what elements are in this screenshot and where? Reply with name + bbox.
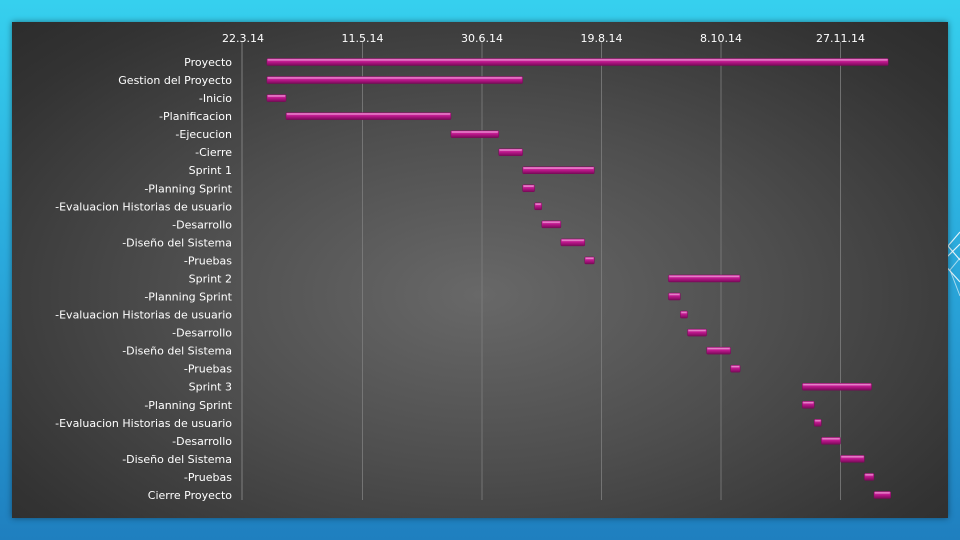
gantt-chart: 22.3.14 11.5.14 30.6.14 19.8.14 8.10.14 27.11… bbox=[55, 32, 891, 502]
task-bar-highlight bbox=[523, 185, 534, 187]
task-label: Sprint 2 bbox=[189, 272, 232, 285]
task-labels: Proyecto Gestion del Proyecto -Inicio -Plan… bbox=[55, 56, 233, 502]
x-tick-label: 30.6.14 bbox=[461, 32, 503, 45]
task-bar-highlight bbox=[874, 492, 890, 494]
task-bar-highlight bbox=[822, 438, 840, 440]
task-bar bbox=[802, 382, 872, 391]
task-bar bbox=[560, 238, 586, 247]
task-label: -Ejecucion bbox=[175, 128, 232, 141]
task-bar-highlight bbox=[669, 275, 740, 278]
task-bar-highlight bbox=[267, 59, 888, 61]
task-bar bbox=[813, 419, 822, 427]
task-label: -Planning Sprint bbox=[144, 291, 232, 304]
task-bar bbox=[522, 166, 595, 174]
task-label: -Diseño del Sistema bbox=[122, 345, 232, 358]
task-label: -Planificacion bbox=[159, 110, 232, 123]
task-label: -Diseño del Sistema bbox=[122, 453, 232, 466]
task-bar bbox=[680, 310, 688, 319]
task-bar bbox=[584, 256, 595, 265]
task-label: -Diseño del Sistema bbox=[122, 236, 232, 249]
task-label: -Desarrollo bbox=[172, 327, 232, 340]
task-bar bbox=[541, 220, 562, 229]
task-bar bbox=[498, 148, 523, 156]
x-tick-label: 8.10.14 bbox=[700, 32, 742, 45]
task-bar bbox=[864, 473, 875, 481]
task-label: -Planning Sprint bbox=[144, 182, 232, 195]
task-label: Sprint 1 bbox=[189, 164, 232, 177]
task-label: Gestion del Proyecto bbox=[118, 74, 232, 87]
task-bar-highlight bbox=[542, 221, 560, 224]
task-bar-highlight bbox=[451, 131, 498, 133]
task-bar-highlight bbox=[287, 113, 450, 115]
task-bar bbox=[266, 94, 287, 102]
task-bar-highlight bbox=[561, 239, 584, 242]
task-label: -Cierre bbox=[195, 146, 232, 159]
task-label: -Planning Sprint bbox=[144, 399, 232, 412]
task-bar bbox=[730, 364, 741, 373]
task-bar-highlight bbox=[841, 456, 864, 458]
task-bar bbox=[873, 491, 891, 499]
task-bar bbox=[802, 401, 815, 409]
x-tick-label: 27.11.14 bbox=[816, 32, 865, 45]
task-bar-highlight bbox=[585, 257, 594, 260]
task-label: -Desarrollo bbox=[172, 435, 232, 448]
task-bar-highlight bbox=[865, 474, 873, 476]
task-label: -Evaluacion Historias de usuario bbox=[55, 417, 232, 430]
task-bar-highlight bbox=[535, 203, 541, 206]
task-bar bbox=[266, 76, 523, 84]
task-label: -Pruebas bbox=[184, 471, 232, 484]
task-bar bbox=[534, 202, 543, 211]
task-label: Sprint 3 bbox=[189, 381, 232, 394]
task-label: -Pruebas bbox=[184, 254, 232, 267]
task-bar-highlight bbox=[267, 77, 522, 79]
task-bar bbox=[687, 328, 707, 337]
x-tick-label: 22.3.14 bbox=[222, 32, 264, 45]
task-bar bbox=[840, 455, 865, 463]
task-bar bbox=[266, 58, 889, 66]
task-label: -Desarrollo bbox=[172, 218, 232, 231]
task-label: -Evaluacion Historias de usuario bbox=[55, 200, 232, 213]
task-label: Cierre Proyecto bbox=[148, 489, 232, 502]
gridlines bbox=[241, 42, 841, 500]
task-bar bbox=[706, 346, 731, 355]
task-bar-highlight bbox=[815, 420, 821, 422]
task-bar bbox=[450, 130, 499, 138]
x-tick-label: 11.5.14 bbox=[342, 32, 384, 45]
chart-area: 22.3.14 11.5.14 30.6.14 19.8.14 8.10.14 27.11… bbox=[12, 22, 948, 518]
task-bar-highlight bbox=[681, 311, 687, 314]
task-bar-highlight bbox=[267, 95, 286, 97]
task-bar bbox=[285, 112, 452, 120]
task-bar-highlight bbox=[523, 167, 594, 169]
task-label: Proyecto bbox=[184, 56, 232, 69]
task-label: -Evaluacion Historias de usuario bbox=[55, 309, 232, 322]
task-bar bbox=[668, 292, 681, 301]
task-bar-highlight bbox=[707, 347, 730, 350]
task-bar-highlight bbox=[803, 402, 814, 404]
task-label: -Inicio bbox=[199, 92, 232, 105]
task-bar-highlight bbox=[731, 365, 740, 368]
task-bar bbox=[522, 184, 535, 193]
task-bar-highlight bbox=[499, 149, 522, 151]
task-bar-highlight bbox=[688, 329, 706, 332]
task-bar bbox=[668, 274, 741, 283]
task-bar bbox=[821, 437, 841, 445]
task-bar-highlight bbox=[803, 384, 871, 386]
x-axis: 22.3.14 11.5.14 30.6.14 19.8.14 8.10.14 27.11… bbox=[222, 32, 865, 45]
task-bar-highlight bbox=[669, 293, 680, 296]
task-label: -Pruebas bbox=[184, 363, 232, 376]
task-bars bbox=[266, 58, 891, 499]
x-tick-label: 19.8.14 bbox=[581, 32, 623, 45]
